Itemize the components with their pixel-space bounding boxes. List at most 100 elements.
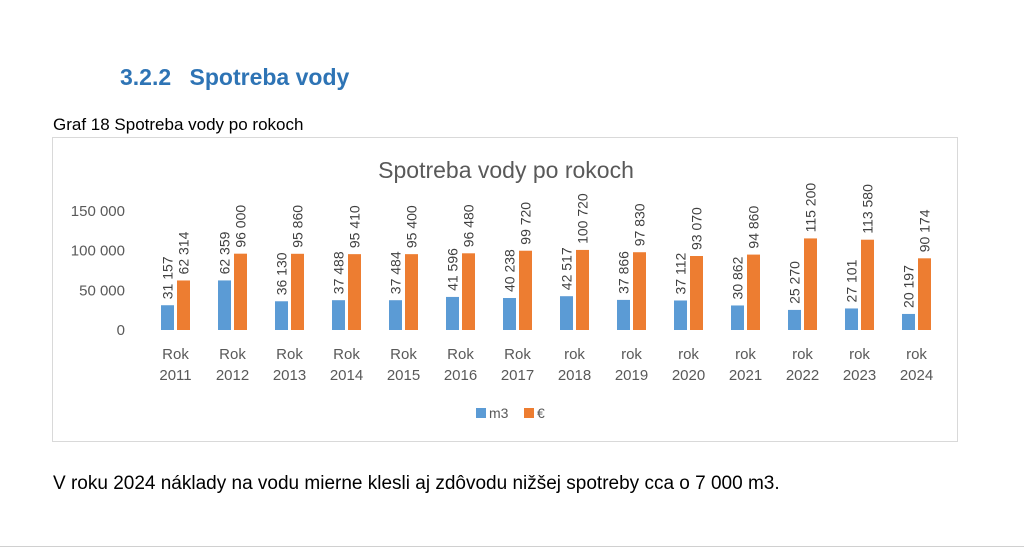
x-tick-label: 2013 [273, 367, 306, 384]
x-tick-label: 2019 [615, 367, 648, 384]
data-label: 20 197 [901, 265, 917, 308]
data-label: 40 238 [502, 249, 518, 292]
y-tick-label: 150 000 [71, 203, 125, 220]
y-tick-label: 100 000 [71, 243, 125, 260]
data-label: 95 400 [404, 205, 420, 248]
x-tick-label: Rok [276, 346, 303, 363]
x-tick-label: 2018 [558, 367, 591, 384]
data-label: 97 830 [632, 203, 648, 246]
x-tick-label: rok [564, 346, 585, 363]
x-tick-label: 2017 [501, 367, 534, 384]
data-label: 96 480 [461, 204, 477, 247]
data-label: 37 866 [616, 251, 632, 294]
bar-eur [804, 238, 817, 330]
bar-eur [177, 280, 190, 330]
chart-title: Spotreba vody po rokoch [378, 157, 634, 183]
bar-m3 [332, 300, 345, 330]
data-label: 100 720 [575, 193, 591, 244]
bar-m3 [617, 299, 630, 330]
x-tick-label: Rok [219, 346, 246, 363]
page-divider [0, 546, 1024, 547]
data-label: 62 314 [176, 231, 192, 274]
x-tick-label: rok [621, 346, 642, 363]
data-label: 96 000 [233, 205, 249, 248]
x-tick-label: 2020 [672, 367, 705, 384]
bar-m3 [161, 305, 174, 330]
data-label: 115 200 [803, 183, 819, 233]
x-tick-label: 2011 [159, 367, 191, 384]
bar-eur [690, 256, 703, 330]
x-tick-label: 2016 [444, 367, 477, 384]
data-label: 31 157 [160, 256, 176, 299]
x-tick-label: Rok [447, 346, 474, 363]
legend-swatch [524, 408, 534, 418]
bar-m3 [845, 308, 858, 330]
body-paragraph: V roku 2024 náklady na vodu mierne klesl… [53, 473, 780, 494]
x-tick-label: 2012 [216, 367, 249, 384]
bar-eur [519, 250, 532, 330]
y-axis: 0 50 000 100 000 150 000 [71, 203, 125, 339]
legend-label: m3 [489, 405, 509, 421]
data-label: 30 862 [730, 256, 746, 299]
bar-eur [405, 254, 418, 330]
bar-eur [861, 239, 874, 330]
bar-m3 [389, 300, 402, 330]
bar-m3 [674, 300, 687, 330]
bar-eur [291, 253, 304, 330]
bar-eur [633, 252, 646, 330]
bars [161, 238, 931, 330]
x-tick-label: Rok [162, 346, 189, 363]
bar-m3 [560, 296, 573, 330]
section-heading: 3.2.2 Spotreba vody [120, 64, 349, 91]
x-tick-label: 2023 [843, 367, 876, 384]
data-label: 95 410 [347, 205, 363, 248]
y-tick-label: 0 [117, 322, 125, 339]
data-label: 37 488 [331, 251, 347, 294]
x-tick-label: 2021 [729, 367, 762, 384]
section-number: 3.2.2 [120, 64, 172, 90]
x-tick-label: rok [792, 346, 813, 363]
data-label: 94 860 [746, 206, 762, 249]
bar-eur [462, 253, 475, 330]
data-label: 41 596 [445, 248, 461, 291]
data-label: 62 359 [217, 231, 233, 274]
data-label: 90 174 [917, 209, 933, 252]
data-label: 99 720 [518, 202, 534, 245]
x-tick-label: rok [678, 346, 699, 363]
data-label: 113 580 [860, 184, 876, 234]
x-tick-label: 2022 [786, 367, 819, 384]
bar-eur [576, 249, 589, 330]
data-label: 42 517 [559, 247, 575, 290]
bar-chart: Spotreba vody po rokoch 0 50 000 100 000 15… [71, 157, 933, 421]
x-tick-label: rok [849, 346, 870, 363]
x-tick-label: 2015 [387, 367, 420, 384]
data-label: 95 860 [290, 205, 306, 248]
bar-m3 [218, 280, 231, 330]
bar-m3 [788, 309, 801, 330]
bar-eur [747, 254, 760, 330]
bar-eur [348, 254, 361, 330]
data-label: 37 112 [673, 253, 689, 295]
section-title: Spotreba vody [189, 64, 350, 90]
data-label: 25 270 [787, 261, 803, 304]
chart-area: Spotreba vody po rokoch 0 50 000 100 000 15… [52, 137, 958, 442]
legend-swatch [476, 408, 486, 418]
x-tick-label: Rok [333, 346, 360, 363]
x-tick-label: 2024 [900, 367, 933, 384]
data-label: 27 101 [844, 259, 860, 302]
bar-eur [234, 253, 247, 330]
bar-m3 [503, 298, 516, 330]
x-tick-label: Rok [390, 346, 417, 363]
x-tick-label: rok [735, 346, 756, 363]
figure-caption: Graf 18 Spotreba vody po rokoch [53, 115, 304, 134]
x-tick-label: Rok [504, 346, 531, 363]
bar-m3 [731, 305, 744, 330]
y-tick-label: 50 000 [79, 282, 125, 299]
data-label: 93 070 [689, 207, 705, 250]
data-label: 36 130 [274, 252, 290, 295]
bar-m3 [902, 313, 915, 330]
chart-legend: m3 € [476, 405, 545, 421]
x-axis: Rok 2011 Rok 2012 Rok 2013 Rok 2014 Rok 2015 Rok 20… [159, 346, 933, 384]
x-tick-label: 2014 [330, 367, 363, 384]
